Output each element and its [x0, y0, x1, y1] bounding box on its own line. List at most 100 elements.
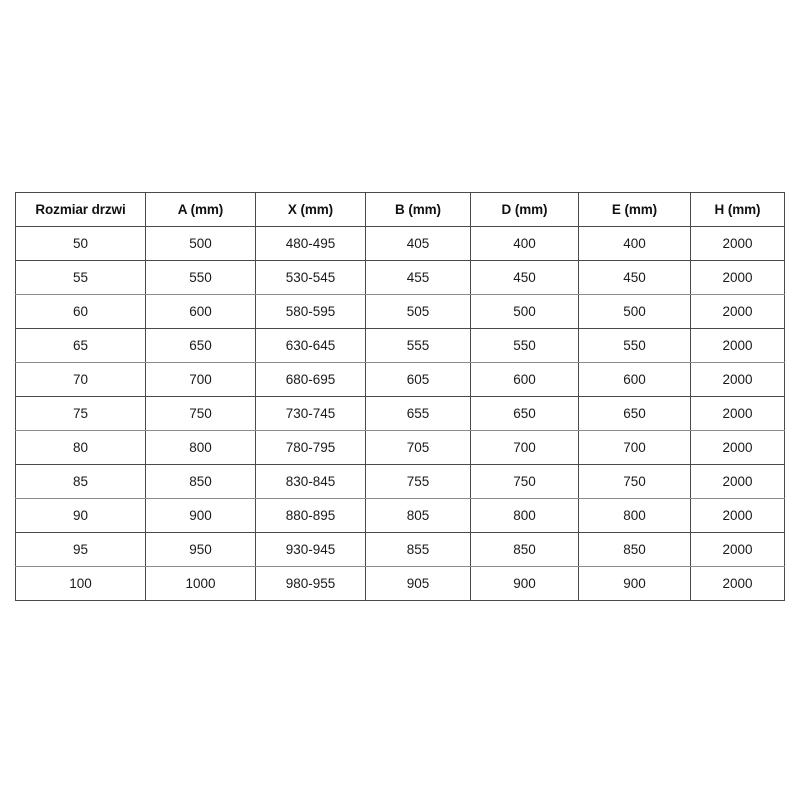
cell-b: 905	[365, 566, 471, 601]
column-header-b: B (mm)	[365, 192, 471, 227]
table-row: 50 500 480-495 405 400 400 2000	[15, 226, 785, 261]
cell-a: 900	[145, 498, 256, 533]
table-row: 70 700 680-695 605 600 600 2000	[15, 362, 785, 397]
cell-d: 850	[470, 532, 579, 567]
cell-b: 455	[365, 260, 471, 295]
cell-x: 930-945	[255, 532, 366, 567]
cell-h: 2000	[690, 260, 785, 295]
cell-d: 750	[470, 464, 579, 499]
cell-rozmiar: 85	[15, 464, 146, 499]
cell-b: 705	[365, 430, 471, 465]
cell-e: 500	[578, 294, 691, 329]
cell-rozmiar: 65	[15, 328, 146, 363]
table-row: 95 950 930-945 855 850 850 2000	[15, 532, 785, 567]
cell-d: 450	[470, 260, 579, 295]
table-row: 85 850 830-845 755 750 750 2000	[15, 464, 785, 499]
cell-x: 830-845	[255, 464, 366, 499]
cell-b: 655	[365, 396, 471, 431]
cell-h: 2000	[690, 430, 785, 465]
cell-d: 400	[470, 226, 579, 261]
cell-e: 650	[578, 396, 691, 431]
cell-e: 900	[578, 566, 691, 601]
cell-d: 900	[470, 566, 579, 601]
column-header-rozmiar-drzwi: Rozmiar drzwi	[15, 192, 146, 227]
cell-e: 550	[578, 328, 691, 363]
cell-e: 800	[578, 498, 691, 533]
cell-h: 2000	[690, 362, 785, 397]
cell-d: 800	[470, 498, 579, 533]
cell-x: 980-955	[255, 566, 366, 601]
cell-h: 2000	[690, 532, 785, 567]
cell-x: 480-495	[255, 226, 366, 261]
cell-h: 2000	[690, 464, 785, 499]
cell-a: 800	[145, 430, 256, 465]
cell-a: 700	[145, 362, 256, 397]
cell-x: 580-595	[255, 294, 366, 329]
cell-d: 650	[470, 396, 579, 431]
cell-a: 550	[145, 260, 256, 295]
column-header-d: D (mm)	[470, 192, 579, 227]
cell-x: 730-745	[255, 396, 366, 431]
cell-x: 780-795	[255, 430, 366, 465]
cell-rozmiar: 70	[15, 362, 146, 397]
cell-h: 2000	[690, 396, 785, 431]
cell-a: 600	[145, 294, 256, 329]
cell-h: 2000	[690, 566, 785, 601]
cell-rozmiar: 100	[15, 566, 146, 601]
table-row: 90 900 880-895 805 800 800 2000	[15, 498, 785, 533]
cell-a: 850	[145, 464, 256, 499]
cell-rozmiar: 55	[15, 260, 146, 295]
cell-rozmiar: 60	[15, 294, 146, 329]
cell-a: 500	[145, 226, 256, 261]
cell-x: 880-895	[255, 498, 366, 533]
table-row: 55 550 530-545 455 450 450 2000	[15, 260, 785, 295]
cell-a: 950	[145, 532, 256, 567]
cell-d: 550	[470, 328, 579, 363]
table-header: Rozmiar drzwi A (mm) X (mm) B (mm) D (mm…	[15, 192, 785, 227]
cell-b: 605	[365, 362, 471, 397]
cell-d: 600	[470, 362, 579, 397]
dimension-table: Rozmiar drzwi A (mm) X (mm) B (mm) D (mm…	[15, 192, 785, 601]
cell-x: 680-695	[255, 362, 366, 397]
column-header-h: H (mm)	[690, 192, 785, 227]
cell-rozmiar: 90	[15, 498, 146, 533]
table-header-row: Rozmiar drzwi A (mm) X (mm) B (mm) D (mm…	[15, 192, 785, 227]
cell-b: 855	[365, 532, 471, 567]
cell-rozmiar: 80	[15, 430, 146, 465]
cell-e: 400	[578, 226, 691, 261]
cell-e: 700	[578, 430, 691, 465]
cell-e: 850	[578, 532, 691, 567]
cell-b: 405	[365, 226, 471, 261]
table-row: 65 650 630-645 555 550 550 2000	[15, 328, 785, 363]
cell-e: 750	[578, 464, 691, 499]
cell-rozmiar: 95	[15, 532, 146, 567]
cell-h: 2000	[690, 328, 785, 363]
cell-b: 755	[365, 464, 471, 499]
table-row: 60 600 580-595 505 500 500 2000	[15, 294, 785, 329]
cell-b: 805	[365, 498, 471, 533]
cell-d: 700	[470, 430, 579, 465]
cell-e: 600	[578, 362, 691, 397]
cell-b: 555	[365, 328, 471, 363]
table-row: 100 1000 980-955 905 900 900 2000	[15, 566, 785, 601]
cell-e: 450	[578, 260, 691, 295]
table-body: 50 500 480-495 405 400 400 2000 55 550 5…	[15, 226, 785, 601]
cell-a: 750	[145, 396, 256, 431]
cell-h: 2000	[690, 498, 785, 533]
cell-d: 500	[470, 294, 579, 329]
cell-b: 505	[365, 294, 471, 329]
cell-h: 2000	[690, 294, 785, 329]
table-row: 80 800 780-795 705 700 700 2000	[15, 430, 785, 465]
cell-a: 650	[145, 328, 256, 363]
cell-x: 530-545	[255, 260, 366, 295]
cell-x: 630-645	[255, 328, 366, 363]
table-row: 75 750 730-745 655 650 650 2000	[15, 396, 785, 431]
column-header-e: E (mm)	[578, 192, 691, 227]
column-header-a: A (mm)	[145, 192, 256, 227]
cell-rozmiar: 50	[15, 226, 146, 261]
cell-rozmiar: 75	[15, 396, 146, 431]
dimension-table-container: Rozmiar drzwi A (mm) X (mm) B (mm) D (mm…	[15, 192, 785, 601]
column-header-x: X (mm)	[255, 192, 366, 227]
cell-h: 2000	[690, 226, 785, 261]
